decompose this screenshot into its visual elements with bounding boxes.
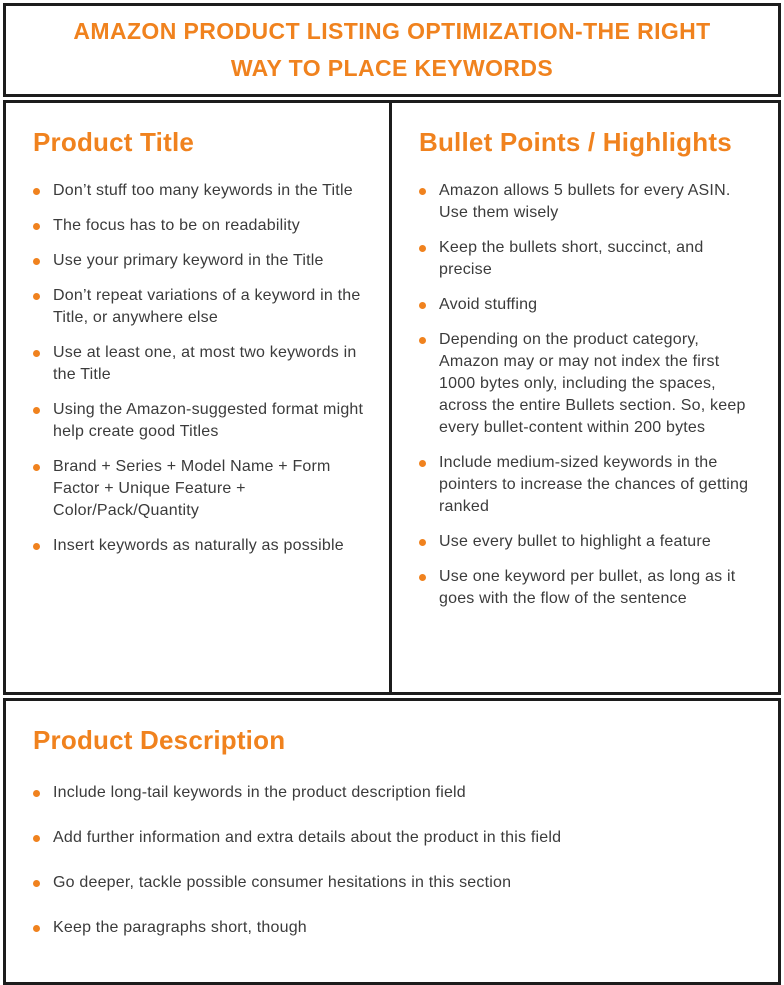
bullet-text: Use one keyword per bullet, as long as i… — [439, 568, 736, 607]
bullet-text: Avoid stuffing — [439, 296, 538, 313]
bullet-dot-icon — [33, 790, 40, 797]
bullet-text: Include medium-sized keywords in the poi… — [439, 454, 749, 515]
bullet-text: Use every bullet to highlight a feature — [439, 533, 711, 550]
list-item: Insert keywords as naturally as possible — [33, 535, 365, 557]
bullet-text: Depending on the product category, Amazo… — [439, 331, 746, 436]
bullet-dot-icon — [33, 835, 40, 842]
bullet-text: Don’t stuff too many keywords in the Tit… — [53, 182, 353, 199]
list-item: Don’t repeat variations of a keyword in … — [33, 285, 365, 329]
bullet-points-heading: Bullet Points / Highlights — [419, 127, 732, 157]
bullet-text: Insert keywords as naturally as possible — [53, 537, 344, 554]
header-section: AMAZON PRODUCT LISTING OPTIMIZATION-THE … — [3, 3, 781, 97]
bullet-text: Use at least one, at most two keywords i… — [53, 344, 357, 383]
product-description-section: Product Description Include long-tail ke… — [3, 698, 781, 985]
bullet-text: Use your primary keyword in the Title — [53, 252, 324, 269]
list-item: Avoid stuffing — [419, 294, 754, 316]
page-title: AMAZON PRODUCT LISTING OPTIMIZATION-THE … — [73, 18, 711, 81]
list-item: Depending on the product category, Amazo… — [419, 329, 754, 439]
bullet-dot-icon — [419, 337, 426, 344]
bullet-dot-icon — [33, 188, 40, 195]
list-item: Keep the bullets short, succinct, and pr… — [419, 237, 754, 281]
bullet-dot-icon — [419, 245, 426, 252]
bullet-points-bullet-list: Amazon allows 5 bullets for every ASIN. … — [419, 180, 754, 610]
list-item: Using the Amazon-suggested format might … — [33, 399, 365, 443]
product-title-section: Product Title Don’t stuff too many keywo… — [6, 103, 392, 692]
bullet-dot-icon — [33, 407, 40, 414]
bullet-dot-icon — [33, 925, 40, 932]
list-item: The focus has to be on readability — [33, 215, 365, 237]
list-item: Go deeper, tackle possible consumer hesi… — [33, 872, 750, 894]
infographic-page: AMAZON PRODUCT LISTING OPTIMIZATION-THE … — [3, 3, 781, 985]
bullet-dot-icon — [419, 460, 426, 467]
list-item: Use every bullet to highlight a feature — [419, 531, 754, 553]
bullet-dot-icon — [33, 258, 40, 265]
product-title-bullet-list: Don’t stuff too many keywords in the Tit… — [33, 180, 365, 557]
bullet-text: Go deeper, tackle possible consumer hesi… — [53, 874, 512, 891]
bullet-dot-icon — [33, 293, 40, 300]
bullet-dot-icon — [33, 880, 40, 887]
bullet-text: Using the Amazon-suggested format might … — [53, 401, 364, 440]
list-item: Use at least one, at most two keywords i… — [33, 342, 365, 386]
bullet-dot-icon — [33, 223, 40, 230]
bullet-text: Brand + Series + Model Name + Form Facto… — [53, 458, 331, 519]
bullet-dot-icon — [419, 539, 426, 546]
product-description-bullet-list: Include long-tail keywords in the produc… — [33, 782, 750, 939]
list-item: Don’t stuff too many keywords in the Tit… — [33, 180, 365, 202]
bullet-dot-icon — [419, 188, 426, 195]
bullet-dot-icon — [33, 543, 40, 550]
bullet-dot-icon — [33, 464, 40, 471]
bullet-text: Include long-tail keywords in the produc… — [53, 784, 466, 801]
bullet-text: Don’t repeat variations of a keyword in … — [53, 287, 361, 326]
bullet-text: Amazon allows 5 bullets for every ASIN. … — [439, 182, 731, 221]
bullet-dot-icon — [419, 302, 426, 309]
bullet-points-section: Bullet Points / Highlights Amazon allows… — [392, 103, 778, 692]
list-item: Use your primary keyword in the Title — [33, 250, 365, 272]
bullet-text: Keep the bullets short, succinct, and pr… — [439, 239, 704, 278]
bullet-text: The focus has to be on readability — [53, 217, 300, 234]
list-item: Use one keyword per bullet, as long as i… — [419, 566, 754, 610]
list-item: Include medium-sized keywords in the poi… — [419, 452, 754, 518]
product-description-heading: Product Description — [33, 725, 286, 755]
list-item: Include long-tail keywords in the produc… — [33, 782, 750, 804]
product-title-heading: Product Title — [33, 127, 195, 157]
list-item: Add further information and extra detail… — [33, 827, 750, 849]
list-item: Keep the paragraphs short, though — [33, 917, 750, 939]
list-item: Brand + Series + Model Name + Form Facto… — [33, 456, 365, 522]
bullet-dot-icon — [419, 574, 426, 581]
bullet-text: Add further information and extra detail… — [53, 829, 562, 846]
bullet-text: Keep the paragraphs short, though — [53, 919, 307, 936]
two-column-section: Product Title Don’t stuff too many keywo… — [3, 100, 781, 695]
bullet-dot-icon — [33, 350, 40, 357]
list-item: Amazon allows 5 bullets for every ASIN. … — [419, 180, 754, 224]
